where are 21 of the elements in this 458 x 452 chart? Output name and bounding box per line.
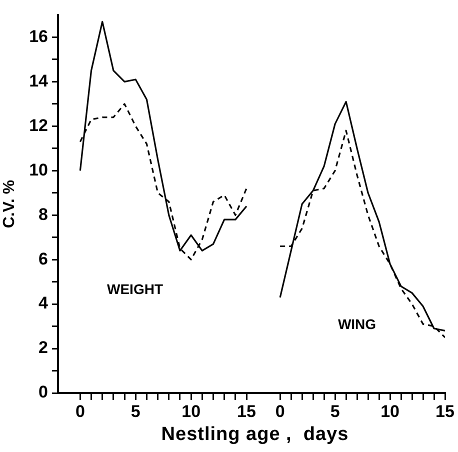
x-tick-label: 10 xyxy=(380,402,400,421)
y-tick-label: 14 xyxy=(29,71,49,90)
y-tick-label: 4 xyxy=(38,294,49,313)
x-tick-label: 0 xyxy=(275,402,285,421)
y-tick-label: 0 xyxy=(38,382,48,402)
x-tick-label: 0 xyxy=(75,402,85,421)
y-tick-label: 8 xyxy=(38,204,48,224)
y-tick-label: 12 xyxy=(29,116,48,135)
y-tick-label: 10 xyxy=(29,160,48,180)
annotation: WING xyxy=(338,316,376,332)
y-tick-label: 16 xyxy=(29,26,48,46)
y-tick-label: 6 xyxy=(38,249,48,268)
y-axis-title: C.V. % xyxy=(1,180,18,228)
annotation: WEIGHT xyxy=(107,280,164,297)
x-axis-title: Nestling age , days xyxy=(160,424,350,446)
x-tick-label: 15 xyxy=(436,402,454,421)
x-tick-label: 5 xyxy=(330,402,340,421)
x-tick-label: 15 xyxy=(237,402,256,421)
y-tick-label: 2 xyxy=(38,338,48,358)
x-tick-label: 10 xyxy=(182,402,201,421)
x-tick-label: 5 xyxy=(130,402,140,421)
